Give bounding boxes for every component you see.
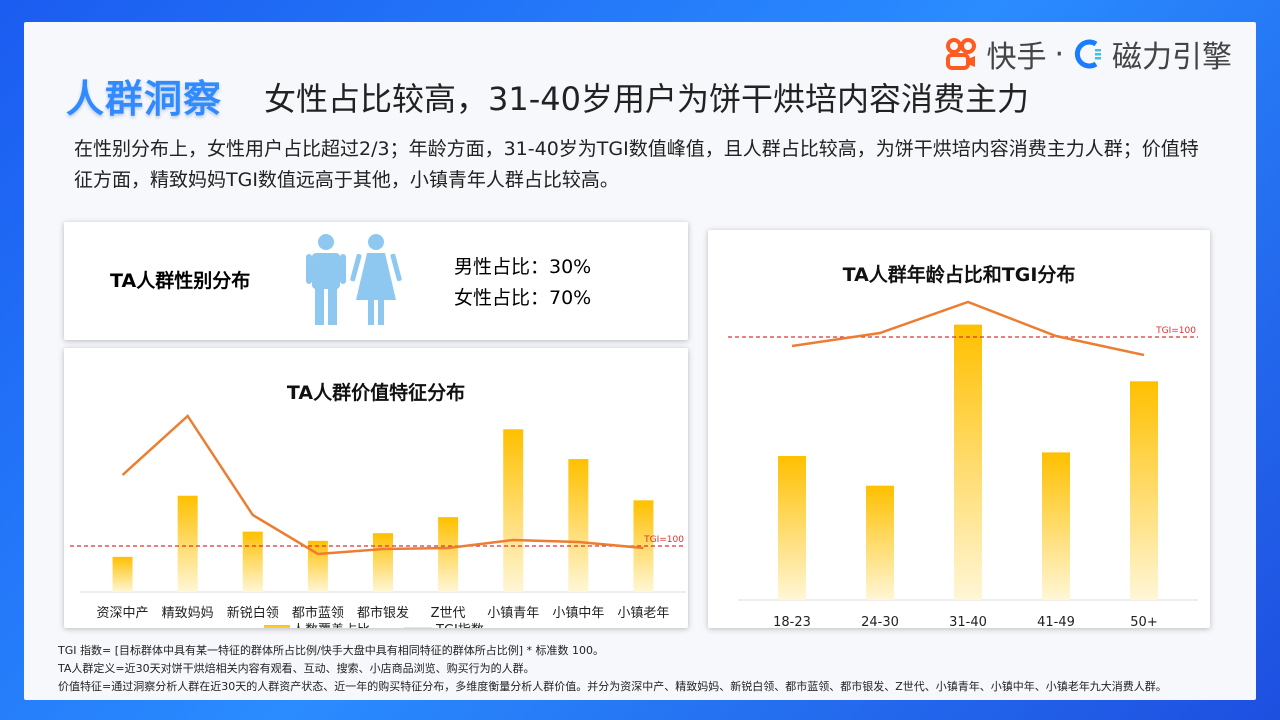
bar-50+	[1130, 381, 1158, 600]
footnote-tgi: TGI 指数= [目标群体中具有某一特征的群体所占比例/快手大盘中具有相同特征的…	[58, 644, 604, 657]
bar-新锐白领	[242, 531, 263, 592]
gender-icons	[306, 234, 402, 325]
bar-Z世代	[438, 517, 459, 592]
chart-title: TA人群价值特征分布	[286, 382, 466, 404]
x-tick-label: 18-23	[773, 615, 811, 628]
tgi-reference-label: TGI=100	[1155, 326, 1196, 336]
logo-separator: ·	[1054, 36, 1064, 72]
tgi-reference-label: TGI=100	[643, 535, 684, 545]
chart-title: TA人群年龄占比和TGI分布	[842, 264, 1076, 286]
value-chart-card: TA人群价值特征分布 资深中产 精致妈妈 新锐白领 都市蓝领 都市银发 Z世代 小镇青年 小镇…	[64, 348, 688, 638]
description: 在性别分布上，女性用户占比超过2/3；年龄方面，31-40岁为TGI数值峰值，且…	[74, 138, 1199, 191]
gender-card: TA人群性别分布 男性占比：30% 女性占比：70%	[64, 222, 688, 340]
section-tag: 人群洞察	[66, 77, 223, 121]
gender-title: TA人群性别分布	[110, 270, 251, 292]
logo: 快手 · 磁力引擎	[944, 32, 1232, 76]
footnote-ta: TA人群定义=近30天对饼干烘焙相关内容有观看、互动、搜索、小店商品浏览、购买行…	[58, 662, 535, 675]
female-share: 女性占比：70%	[454, 287, 592, 309]
x-tick-label: 小镇中年	[552, 606, 604, 621]
x-tick-label: 都市蓝领	[292, 605, 344, 621]
x-tick-label: 精致妈妈	[162, 606, 214, 621]
x-tick-label: 41-49	[1037, 615, 1075, 628]
bar-精致妈妈	[177, 495, 198, 592]
x-tick-label: 都市银发	[357, 605, 409, 621]
value-chart: 资深中产 精致妈妈 新锐白领 都市蓝领 都市银发 Z世代 小镇青年 小镇中年 小镇老年 TGI=1…	[70, 414, 686, 638]
x-tick-label: 31-40	[949, 615, 987, 628]
x-tick-label: 24-30	[861, 615, 899, 628]
footnote-value: 价值特征=通过洞察分析人群在近30天的人群资产状态、近一年的购买特征分布，多维度…	[58, 680, 1167, 693]
brand-kuaishou: 快手	[986, 40, 1047, 75]
x-tick-label: 小镇老年	[617, 606, 669, 621]
bar-小镇老年	[633, 500, 654, 592]
x-tick-label: Z世代	[431, 606, 466, 621]
bar-小镇青年	[503, 429, 524, 592]
male-icon	[306, 234, 346, 325]
slide: 快手 · 磁力引擎 人群洞察 女性占比较高，31-40岁用户为饼干烘培内容消费主…	[24, 22, 1256, 700]
bar-41-49	[1042, 452, 1070, 600]
male-share: 男性占比：30%	[454, 256, 592, 278]
age-chart-card: TA人群年龄占比和TGI分布 18-23 24-30 31-40 41-49 50+ TG…	[708, 230, 1210, 644]
bar-资深中产	[112, 556, 133, 592]
legend-bar-label: 人数覆盖占比	[292, 623, 370, 628]
brand-cili: 磁力引擎	[1112, 40, 1232, 75]
cili-engine-logo-icon	[1074, 39, 1101, 69]
female-icon	[350, 234, 402, 325]
x-tick-label: 新锐白领	[227, 605, 279, 621]
bar-31-40	[954, 324, 982, 600]
bar-都市银发	[373, 533, 393, 592]
x-tick-label: 50+	[1130, 615, 1157, 628]
page-title: 女性占比较高，31-40岁用户为饼干烘培内容消费主力	[264, 80, 1029, 118]
bar-24-30	[866, 485, 894, 600]
x-tick-label: 资深中产	[97, 606, 149, 621]
x-tick-label: 小镇青年	[487, 606, 539, 621]
legend-bar-swatch	[264, 625, 290, 635]
kuaishou-logo-icon	[946, 38, 977, 70]
age-chart: 18-2324-3031-4041-4950+TGI=100人数覆盖占比TGI指…	[728, 300, 1198, 644]
bar-18-23	[778, 456, 806, 600]
bar-小镇中年	[568, 459, 589, 592]
